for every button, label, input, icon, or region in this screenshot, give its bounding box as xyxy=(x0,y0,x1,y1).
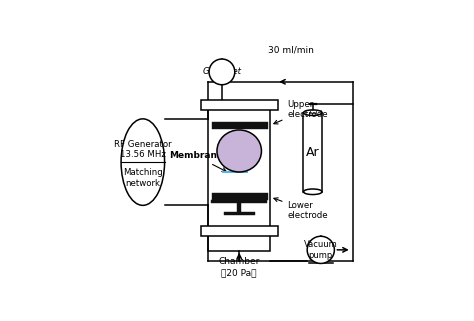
Ellipse shape xyxy=(303,110,322,116)
Text: RF Generator
13.56 MHz: RF Generator 13.56 MHz xyxy=(114,140,172,160)
Text: Vacuum
pump: Vacuum pump xyxy=(304,240,337,260)
Bar xyxy=(208,103,270,251)
Bar xyxy=(222,171,248,173)
Ellipse shape xyxy=(217,130,262,172)
Text: Ar: Ar xyxy=(306,146,319,159)
Text: Lower
electrode: Lower electrode xyxy=(274,198,328,220)
Text: Chamber
（20 Pa）: Chamber （20 Pa） xyxy=(219,257,260,277)
Circle shape xyxy=(307,236,334,264)
Bar xyxy=(201,100,278,110)
Bar xyxy=(303,113,322,192)
Text: 30 ml/min: 30 ml/min xyxy=(268,45,313,54)
Ellipse shape xyxy=(121,119,164,205)
Bar xyxy=(201,226,278,236)
Text: Upper
electrode: Upper electrode xyxy=(274,100,328,124)
Text: Plasma: Plasma xyxy=(220,146,258,156)
Bar xyxy=(224,212,255,215)
Bar xyxy=(211,200,267,204)
Bar xyxy=(212,194,268,200)
Bar xyxy=(237,200,241,212)
Bar xyxy=(212,122,268,129)
Bar xyxy=(310,110,316,113)
Text: Membrane: Membrane xyxy=(169,152,226,171)
Text: Matching
network: Matching network xyxy=(123,169,163,188)
Circle shape xyxy=(209,59,235,85)
Text: Gas inlet: Gas inlet xyxy=(203,67,241,76)
Ellipse shape xyxy=(303,189,322,195)
